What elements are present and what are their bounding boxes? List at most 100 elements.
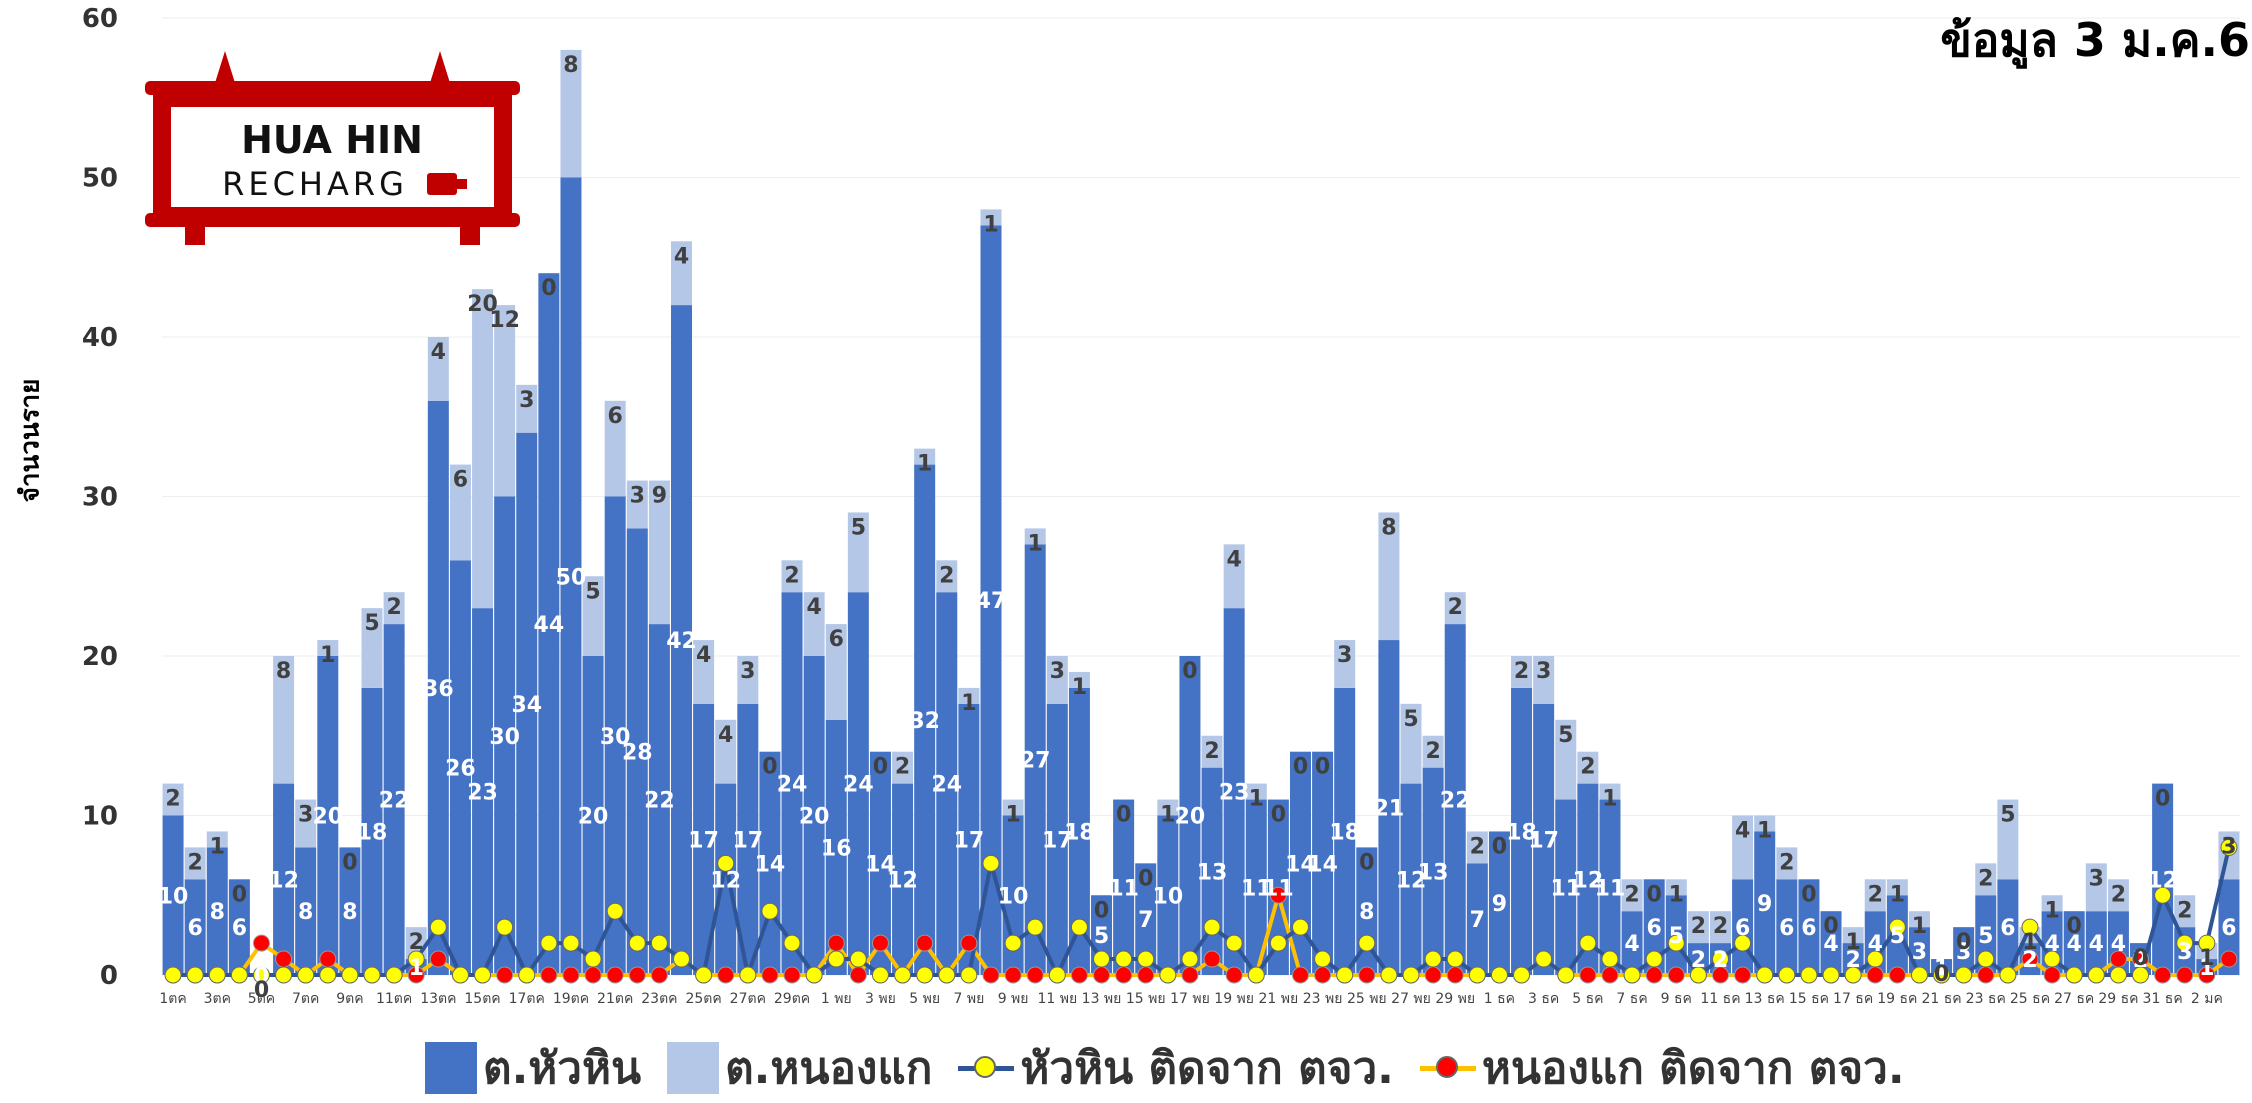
x-tick-label: 5 ธค xyxy=(1572,991,1603,1007)
data-label-huahin: 17 xyxy=(1528,828,1559,853)
x-tick-label: 23 พย xyxy=(1303,991,1343,1007)
point-nongkae-imported xyxy=(2176,966,2194,984)
x-tick-label: 19ตค xyxy=(553,991,589,1007)
data-label-huahin: 2 xyxy=(1713,948,1728,973)
x-tick-label: 29 พย xyxy=(1435,991,1475,1007)
point-huahin-imported xyxy=(717,854,735,872)
bar-huahin xyxy=(693,703,715,975)
data-label-nongkae: 2 xyxy=(784,563,799,588)
bar-huahin xyxy=(317,656,339,975)
bar-huahin xyxy=(339,847,361,975)
data-label-nongkae: 3 xyxy=(2221,834,2236,859)
bar-nongkae xyxy=(936,560,958,593)
point-huahin-imported xyxy=(606,902,624,920)
chart-legend: ต.หัวหิน ต.หนองแก หัวหิน ติดจาก ตจว. หนอ… xyxy=(425,1040,1931,1096)
x-tick-label: 29 ธค xyxy=(2098,991,2138,1007)
bar-huahin xyxy=(1289,751,1311,975)
x-tick-label: 11ตค xyxy=(376,991,412,1007)
bar-nongkae xyxy=(1687,911,1709,944)
point-nongkae-imported xyxy=(960,934,978,952)
data-label-nongkae: 4 xyxy=(1735,819,1750,844)
data-label-huahin: 4 xyxy=(2067,932,2082,957)
data-label-nongkae: 5 xyxy=(851,515,866,540)
point-huahin-imported xyxy=(1203,918,1221,936)
bar-nongkae xyxy=(693,640,715,704)
data-label-nongkae: 0 xyxy=(1182,659,1197,684)
x-tick-label: 25 พย xyxy=(1347,991,1387,1007)
data-label-huahin: 5 xyxy=(1669,924,1684,949)
point-huahin-imported xyxy=(916,966,934,984)
point-huahin-imported xyxy=(1424,950,1442,968)
bar-huahin xyxy=(670,305,693,976)
data-label-nongkae: 4 xyxy=(806,595,821,620)
data-label-huahin: 6 xyxy=(232,916,247,941)
data-label-huahin: 18 xyxy=(1329,820,1360,845)
data-label-nongkae: 2 xyxy=(1868,882,1883,907)
bar-nongkae xyxy=(1754,815,1776,832)
point-huahin-imported xyxy=(2021,918,2039,936)
bar-huahin xyxy=(1046,703,1068,975)
data-label-nongkae: 0 xyxy=(1094,898,1109,923)
data-label-huahin: 7 xyxy=(1138,908,1153,933)
point-nongkae-imported xyxy=(1291,966,1309,984)
point-huahin-imported xyxy=(1778,966,1796,984)
bar-huahin xyxy=(2063,911,2085,975)
data-label-nongkae: 5 xyxy=(585,579,600,604)
data-label-nongkae: 0 xyxy=(1359,850,1374,875)
bar-huahin xyxy=(1135,863,1157,975)
x-tick-label: 19 ธค xyxy=(1877,991,1917,1007)
data-label-nongkae: 2 xyxy=(1204,739,1219,764)
data-label-huahin: 6 xyxy=(1779,916,1794,941)
bar-nongkae xyxy=(1422,735,1444,768)
bar-huahin xyxy=(803,656,825,975)
x-tick-label: 27 ธค xyxy=(2054,991,2094,1007)
point-huahin-imported xyxy=(1844,966,1862,984)
point-nongkae-imported xyxy=(1977,966,1995,984)
point-huahin-imported xyxy=(1999,966,2017,984)
bar-nongkae xyxy=(162,783,184,816)
data-label-huahin: 14 xyxy=(1285,852,1316,877)
data-label-nongkae: 1 xyxy=(1602,787,1617,812)
bar-nongkae xyxy=(1223,544,1245,609)
logo-line1: HUA HIN xyxy=(241,118,423,162)
data-label-nongkae: 0 xyxy=(1271,803,1286,828)
point-huahin-imported xyxy=(1667,934,1685,952)
x-tick-label: 11 พย xyxy=(1037,991,1077,1007)
data-label-nongkae: 0 xyxy=(1293,755,1308,780)
point-huahin-imported xyxy=(1734,934,1752,952)
data-label-nongkae: 8 xyxy=(563,53,578,78)
data-label-nongkae: 5 xyxy=(1403,707,1418,732)
bar-huahin xyxy=(361,687,383,975)
legend-item-nongkae-imported: หนองแก ติดจาก ตจว. xyxy=(1419,1033,1905,1103)
point-nongkae-imported xyxy=(2198,966,2216,984)
x-tick-label: 17 พย xyxy=(1170,991,1210,1007)
data-label-huahin: 4 xyxy=(1624,932,1639,957)
data-label-huahin: 24 xyxy=(931,773,962,798)
data-label-nongkae: 0 xyxy=(1956,930,1971,955)
data-label-nongkae: 1 xyxy=(1890,882,1905,907)
bar-nongkae xyxy=(1466,831,1488,864)
data-label-huahin: 34 xyxy=(511,693,542,718)
point-huahin-imported xyxy=(451,966,469,984)
point-nongkae-imported xyxy=(1026,966,1044,984)
point-huahin-imported xyxy=(1623,966,1641,984)
point-nongkae-imported xyxy=(1070,966,1088,984)
data-label-nongkae: 0 xyxy=(762,755,777,780)
point-huahin-imported xyxy=(1314,950,1332,968)
point-huahin-imported xyxy=(474,966,492,984)
bar-huahin xyxy=(1179,656,1201,975)
point-nongkae-imported xyxy=(1358,966,1376,984)
point-nongkae-imported xyxy=(1888,966,1906,984)
data-label-nongkae: 4 xyxy=(718,723,733,748)
bar-nongkae xyxy=(1068,671,1090,688)
point-nongkae-imported xyxy=(1137,966,1155,984)
data-label-nongkae: 1 xyxy=(2199,946,2214,971)
data-label-huahin: 24 xyxy=(777,773,808,798)
bar-huahin xyxy=(1002,815,1024,975)
data-label-nongkae: 3 xyxy=(1050,659,1065,684)
data-label-nongkae: 5 xyxy=(2000,803,2015,828)
bar-nongkae xyxy=(825,624,847,720)
bar-huahin xyxy=(1024,544,1046,975)
data-label-nongkae: 4 xyxy=(674,244,689,269)
